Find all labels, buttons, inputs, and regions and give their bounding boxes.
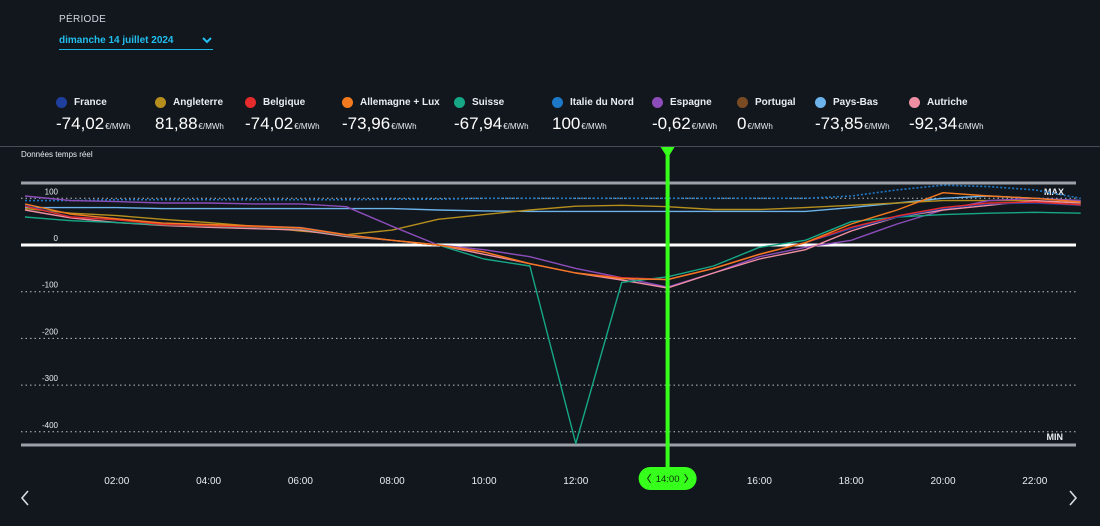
series-line-allemagne-lux bbox=[24, 191, 1081, 281]
legend-value: 100 bbox=[552, 114, 581, 133]
legend-item[interactable]: Espagne -0,62€/MWh bbox=[652, 96, 717, 136]
legend-name: Pays-Bas bbox=[833, 97, 879, 108]
period-selector: PÉRIODE dimanche 14 juillet 2024 bbox=[59, 14, 213, 50]
legend-color-dot bbox=[245, 97, 256, 108]
legend-name: France bbox=[74, 97, 107, 108]
y-tick-label: -400 bbox=[42, 421, 59, 430]
legend-name: Portugal bbox=[755, 97, 796, 108]
legend-name: Espagne bbox=[670, 97, 712, 108]
legend-name: Allemagne + Lux bbox=[360, 97, 440, 108]
legend-item[interactable]: Pays-Bas -73,85€/MWh bbox=[815, 96, 890, 136]
legend-name: Suisse bbox=[472, 97, 505, 108]
x-tick-label: 12:00 bbox=[563, 476, 588, 487]
x-tick-label: 16:00 bbox=[747, 476, 772, 487]
x-tick-label: 18:00 bbox=[839, 476, 864, 487]
legend-color-dot bbox=[552, 97, 563, 108]
chevron-left-icon[interactable] bbox=[18, 488, 32, 508]
period-label: PÉRIODE bbox=[59, 14, 107, 25]
legend-unit: €/MWh bbox=[747, 122, 773, 131]
legend-unit: €/MWh bbox=[958, 122, 984, 131]
legend-item[interactable]: Allemagne + Lux -73,96€/MWh bbox=[342, 96, 440, 136]
realtime-label: Données temps réel bbox=[21, 150, 93, 159]
legend-unit: €/MWh bbox=[691, 122, 718, 131]
legend-color-dot bbox=[815, 97, 826, 108]
x-tick-label: 08:00 bbox=[380, 476, 405, 487]
legend-value: -74,02 bbox=[56, 114, 105, 133]
legend-value: -74,02 bbox=[245, 114, 294, 133]
cursor-time-label: 14:00 bbox=[656, 474, 680, 485]
legend-unit: €/MWh bbox=[503, 122, 529, 131]
legend-item[interactable]: Italie du Nord 100€/MWh bbox=[552, 96, 634, 136]
period-value: dimanche 14 juillet 2024 bbox=[59, 34, 174, 46]
legend-name: Belgique bbox=[263, 97, 306, 108]
series-line-angleterre bbox=[24, 199, 1081, 236]
legend-color-dot bbox=[56, 97, 67, 108]
legend-name: Italie du Nord bbox=[570, 97, 634, 108]
legend-value: 0 bbox=[737, 114, 747, 133]
min-label: MIN bbox=[1047, 432, 1064, 442]
x-tick-label: 10:00 bbox=[471, 476, 496, 487]
legend-unit: €/MWh bbox=[294, 122, 320, 131]
y-tick-label: -200 bbox=[42, 327, 59, 336]
legend-color-dot bbox=[737, 97, 748, 108]
y-tick-label: 0 bbox=[54, 234, 59, 243]
series-line-espagne bbox=[24, 195, 1081, 288]
legend-value: -73,96 bbox=[342, 114, 391, 133]
x-tick-label: 20:00 bbox=[930, 476, 955, 487]
legend-item[interactable]: Angleterre 81,88€/MWh bbox=[155, 96, 224, 136]
x-tick-label: 02:00 bbox=[104, 476, 129, 487]
legend-value: 81,88 bbox=[155, 114, 198, 133]
period-dropdown[interactable]: dimanche 14 juillet 2024 bbox=[59, 31, 213, 50]
legend-unit: €/MWh bbox=[105, 122, 131, 131]
legend-unit: €/MWh bbox=[391, 122, 417, 131]
legend-unit: €/MWh bbox=[864, 122, 890, 131]
legend-color-dot bbox=[342, 97, 353, 108]
legend-color-dot bbox=[652, 97, 663, 108]
legend-unit: €/MWh bbox=[198, 122, 224, 131]
x-tick-label: 04:00 bbox=[196, 476, 221, 487]
legend-value: -92,34 bbox=[909, 114, 958, 133]
chevron-right-icon bbox=[684, 473, 689, 484]
chevron-down-icon bbox=[202, 37, 212, 44]
legend-name: Angleterre bbox=[173, 97, 224, 108]
legend-unit: €/MWh bbox=[581, 122, 607, 131]
cursor-top-marker bbox=[660, 147, 675, 158]
legend-color-dot bbox=[155, 97, 166, 108]
legend-color-dot bbox=[909, 97, 920, 108]
legend-item[interactable]: France -74,02€/MWh bbox=[56, 96, 131, 136]
legend-item[interactable]: Portugal 0€/MWh bbox=[737, 96, 796, 136]
chevron-left-icon bbox=[646, 473, 652, 484]
legend-color-dot bbox=[454, 97, 465, 108]
chevron-right-icon[interactable] bbox=[1066, 488, 1080, 508]
legend-name: Autriche bbox=[927, 97, 968, 108]
series-line-italie-du-nord bbox=[25, 184, 1081, 202]
x-tick-label: 22:00 bbox=[1022, 476, 1047, 487]
cursor-time-pill[interactable] bbox=[638, 467, 697, 490]
legend-value: -0,62 bbox=[652, 114, 691, 133]
y-tick-label: 100 bbox=[45, 187, 59, 196]
chart-top-divider bbox=[0, 146, 1100, 147]
y-tick-label: -100 bbox=[42, 281, 59, 290]
max-label: MAX bbox=[1044, 187, 1064, 197]
legend-item[interactable]: Autriche -92,34€/MWh bbox=[909, 96, 984, 136]
y-tick-label: -300 bbox=[42, 374, 59, 383]
legend-item[interactable]: Suisse -67,94€/MWh bbox=[454, 96, 529, 136]
series-line-suisse bbox=[24, 211, 1081, 445]
legend-item[interactable]: Belgique -74,02€/MWh bbox=[245, 96, 320, 136]
legend-value: -67,94 bbox=[454, 114, 503, 133]
x-tick-label: 06:00 bbox=[288, 476, 313, 487]
legend-value: -73,85 bbox=[815, 114, 864, 133]
